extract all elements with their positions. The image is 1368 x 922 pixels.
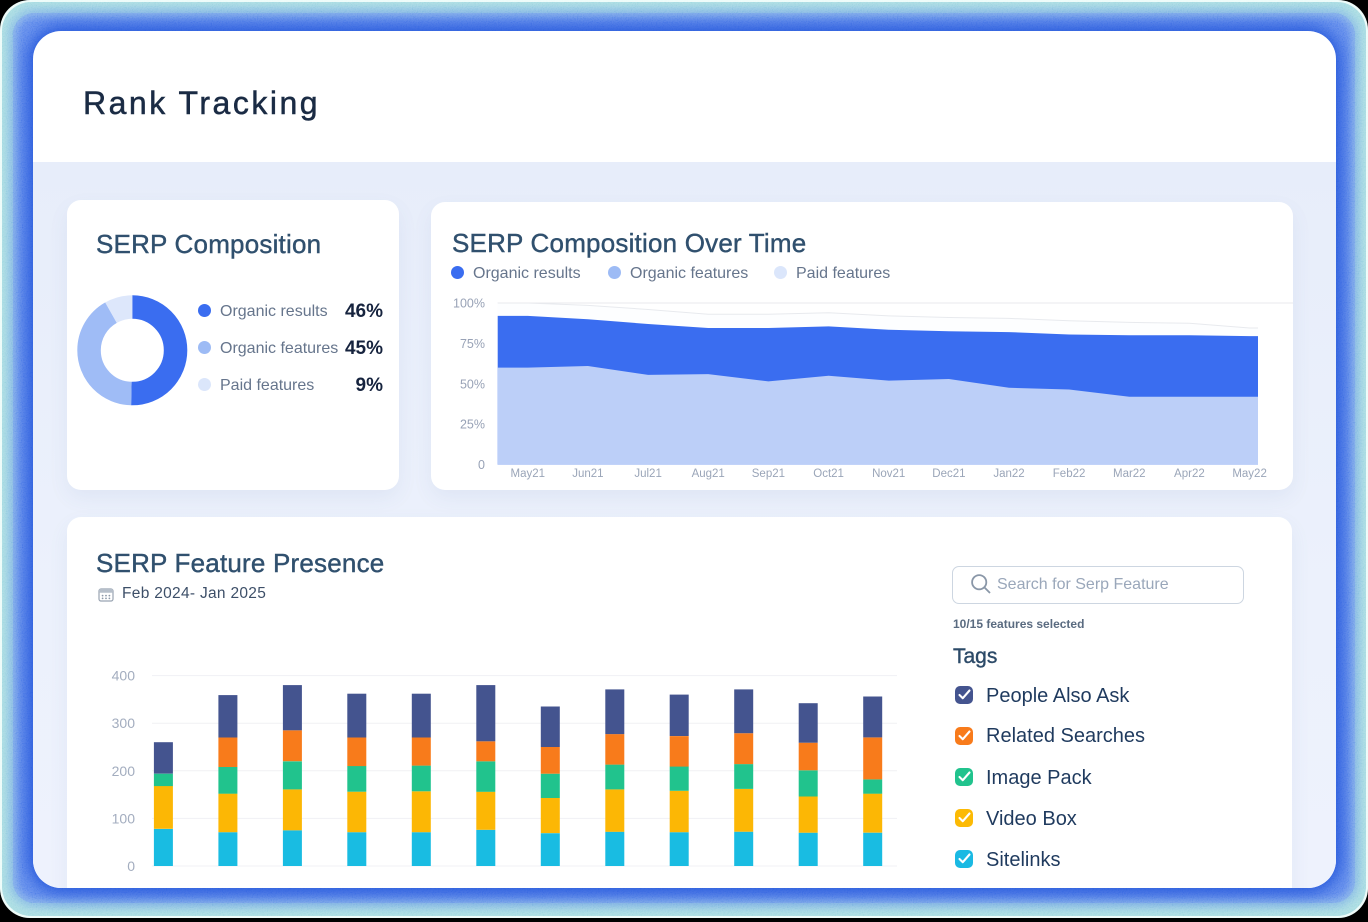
- svg-text:0: 0: [478, 458, 485, 472]
- svg-text:Sep21: Sep21: [752, 468, 785, 480]
- svg-text:100: 100: [112, 810, 136, 826]
- svg-text:50%: 50%: [460, 377, 485, 391]
- svg-text:Apr22: Apr22: [1174, 468, 1205, 480]
- svg-text:300: 300: [112, 715, 136, 731]
- svg-text:Jan22: Jan22: [993, 468, 1024, 480]
- svg-text:Jun21: Jun21: [572, 468, 603, 480]
- svg-text:25%: 25%: [460, 418, 485, 432]
- svg-text:200: 200: [112, 763, 136, 779]
- svg-text:100%: 100%: [453, 297, 485, 311]
- svg-text:75%: 75%: [460, 337, 485, 351]
- svg-text:May21: May21: [511, 468, 546, 480]
- svg-text:May22: May22: [1232, 468, 1267, 480]
- svg-text:Nov21: Nov21: [872, 468, 905, 480]
- svg-text:Dec21: Dec21: [932, 468, 965, 480]
- svg-text:400: 400: [112, 668, 136, 684]
- svg-text:Aug21: Aug21: [692, 468, 725, 480]
- svg-text:0: 0: [127, 858, 135, 874]
- svg-text:Oct21: Oct21: [813, 468, 844, 480]
- svg-text:Feb22: Feb22: [1053, 468, 1086, 480]
- svg-text:Mar22: Mar22: [1113, 468, 1146, 480]
- svg-text:Jul21: Jul21: [634, 468, 662, 480]
